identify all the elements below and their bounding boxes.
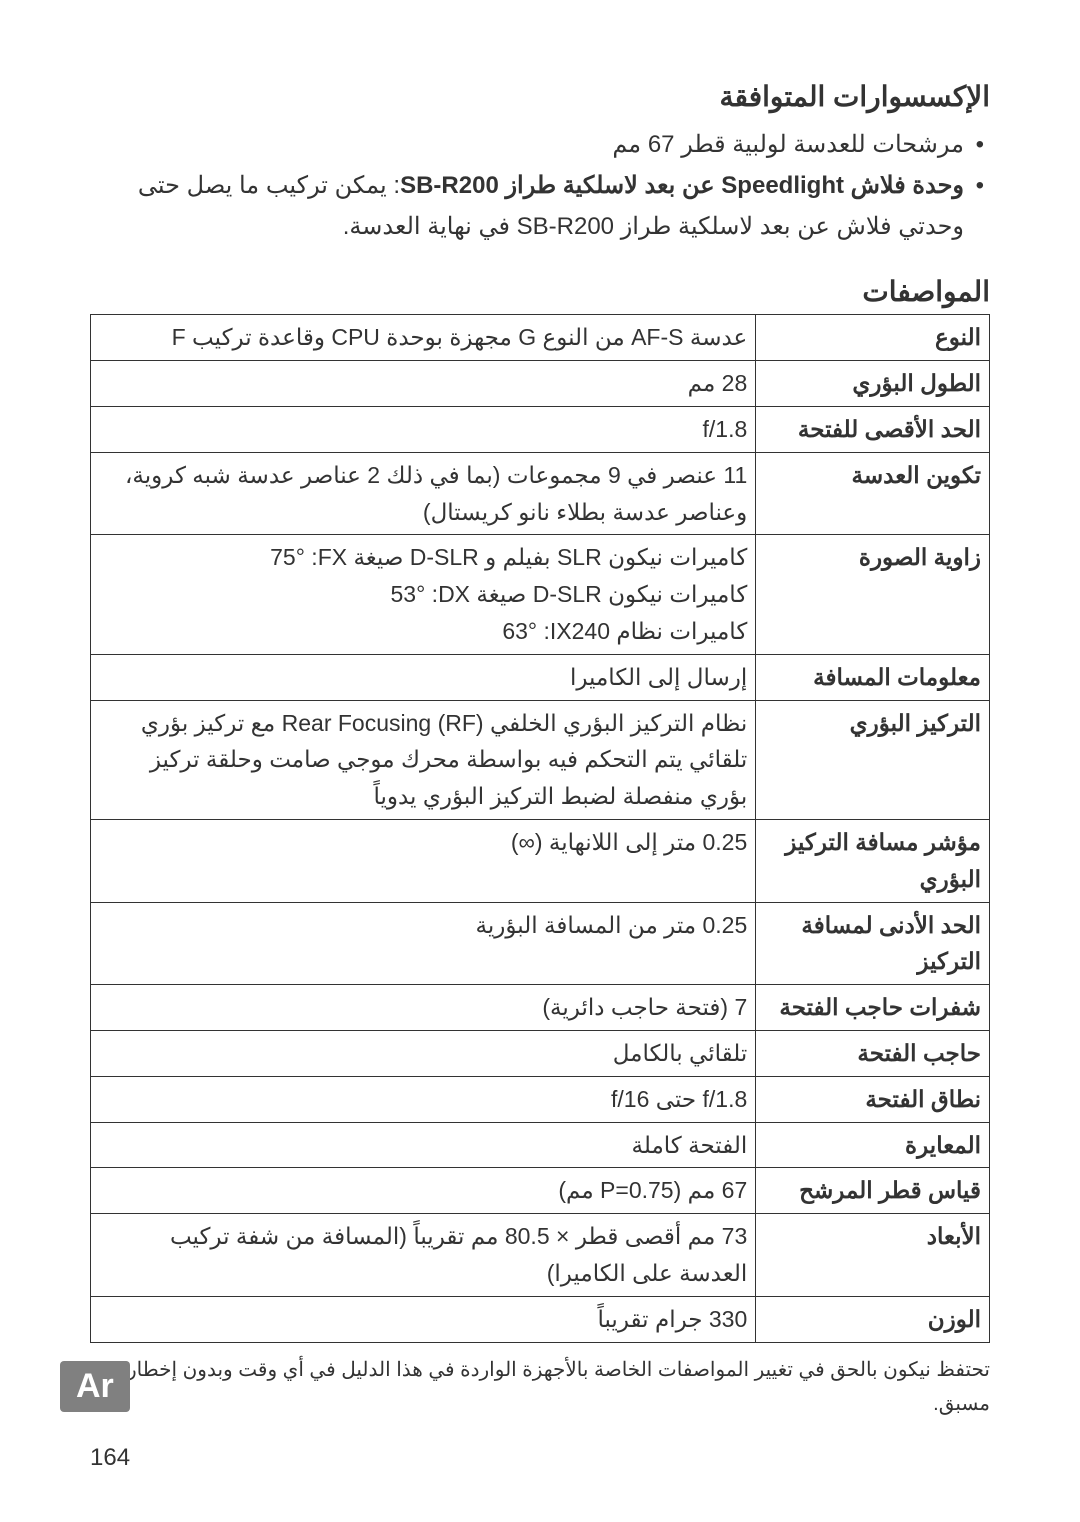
spec-value: تلقائي بالكامل (91, 1030, 756, 1076)
table-row: شفرات حاجب الفتحة7 (فتحة حاجب دائرية) (91, 985, 990, 1031)
page-number: 164 (90, 1444, 130, 1472)
table-row: الحد الأدنى لمسافة التركيز0.25 متر من ال… (91, 902, 990, 985)
table-row: زاوية الصورةكاميرات نيكون SLR بفيلم و D-… (91, 535, 990, 654)
spec-label: الأبعاد (756, 1214, 990, 1297)
spec-label: تكوين العدسة (756, 452, 990, 535)
spec-value: 0.25 متر إلى اللانهاية (∞) (91, 819, 756, 902)
accessories-list: مرشحات للعدسة لولبية قطر 67 مم وحدة فلاش… (90, 125, 990, 247)
spec-label: الوزن (756, 1296, 990, 1342)
spec-label: نطاق الفتحة (756, 1076, 990, 1122)
spec-value: 28 مم (91, 361, 756, 407)
specs-title: المواصفات (90, 275, 990, 308)
spec-label: قياس قطر المرشح (756, 1168, 990, 1214)
language-badge: Ar (60, 1361, 130, 1412)
spec-value: نظام التركيز البؤري الخلفي Rear Focusing… (91, 700, 756, 819)
spec-value: 11 عنصر في 9 مجموعات (بما في ذلك 2 عناصر… (91, 452, 756, 535)
spec-value: عدسة AF-S من النوع G مجهزة بوحدة CPU وقا… (91, 315, 756, 361)
table-row: التركيز البؤرينظام التركيز البؤري الخلفي… (91, 700, 990, 819)
table-row: الطول البؤري28 مم (91, 361, 990, 407)
spec-label: مؤشر مسافة التركيز البؤري (756, 819, 990, 902)
table-row: حاجب الفتحةتلقائي بالكامل (91, 1030, 990, 1076)
spec-label: حاجب الفتحة (756, 1030, 990, 1076)
spec-label: الحد الأدنى لمسافة التركيز (756, 902, 990, 985)
spec-label: النوع (756, 315, 990, 361)
spec-label: شفرات حاجب الفتحة (756, 985, 990, 1031)
accessory-item: وحدة فلاش Speedlight عن بعد لاسلكية طراز… (90, 166, 984, 248)
spec-value: 0.25 متر من المسافة البؤرية (91, 902, 756, 985)
spec-value: 7 (فتحة حاجب دائرية) (91, 985, 756, 1031)
table-row: قياس قطر المرشح67 مم (P=0.75 مم) (91, 1168, 990, 1214)
table-row: تكوين العدسة11 عنصر في 9 مجموعات (بما في… (91, 452, 990, 535)
table-row: مؤشر مسافة التركيز البؤري0.25 متر إلى ال… (91, 819, 990, 902)
spec-value: كاميرات نيكون SLR بفيلم و D-SLR صيغة FX:… (91, 535, 756, 654)
table-row: الأبعاد73 مم أقصى قطر × 80.5 مم تقريباً … (91, 1214, 990, 1297)
spec-label: التركيز البؤري (756, 700, 990, 819)
spec-value: إرسال إلى الكاميرا (91, 654, 756, 700)
specs-footnote: تحتفظ نيكون بالحق في تغيير المواصفات الخ… (90, 1353, 990, 1421)
spec-label: الطول البؤري (756, 361, 990, 407)
spec-label: المعايرة (756, 1122, 990, 1168)
table-row: نطاق الفتحةf/1.8 حتى f/16 (91, 1076, 990, 1122)
accessories-title: الإكسسوارات المتوافقة (90, 80, 990, 113)
table-row: الحد الأقصى للفتحةf/1.8 (91, 406, 990, 452)
spec-label: الحد الأقصى للفتحة (756, 406, 990, 452)
table-row: معلومات المسافةإرسال إلى الكاميرا (91, 654, 990, 700)
spec-value: الفتحة كاملة (91, 1122, 756, 1168)
spec-value: 67 مم (P=0.75 مم) (91, 1168, 756, 1214)
spec-value: f/1.8 (91, 406, 756, 452)
spec-value: 330 جرام تقريباً (91, 1296, 756, 1342)
spec-label: زاوية الصورة (756, 535, 990, 654)
table-row: الوزن330 جرام تقريباً (91, 1296, 990, 1342)
spec-value: 73 مم أقصى قطر × 80.5 مم تقريباً (المساف… (91, 1214, 756, 1297)
table-row: النوععدسة AF-S من النوع G مجهزة بوحدة CP… (91, 315, 990, 361)
accessory-item: مرشحات للعدسة لولبية قطر 67 مم (90, 125, 984, 166)
spec-label: معلومات المسافة (756, 654, 990, 700)
table-row: المعايرةالفتحة كاملة (91, 1122, 990, 1168)
spec-value: f/1.8 حتى f/16 (91, 1076, 756, 1122)
specs-table: النوععدسة AF-S من النوع G مجهزة بوحدة CP… (90, 314, 990, 1342)
